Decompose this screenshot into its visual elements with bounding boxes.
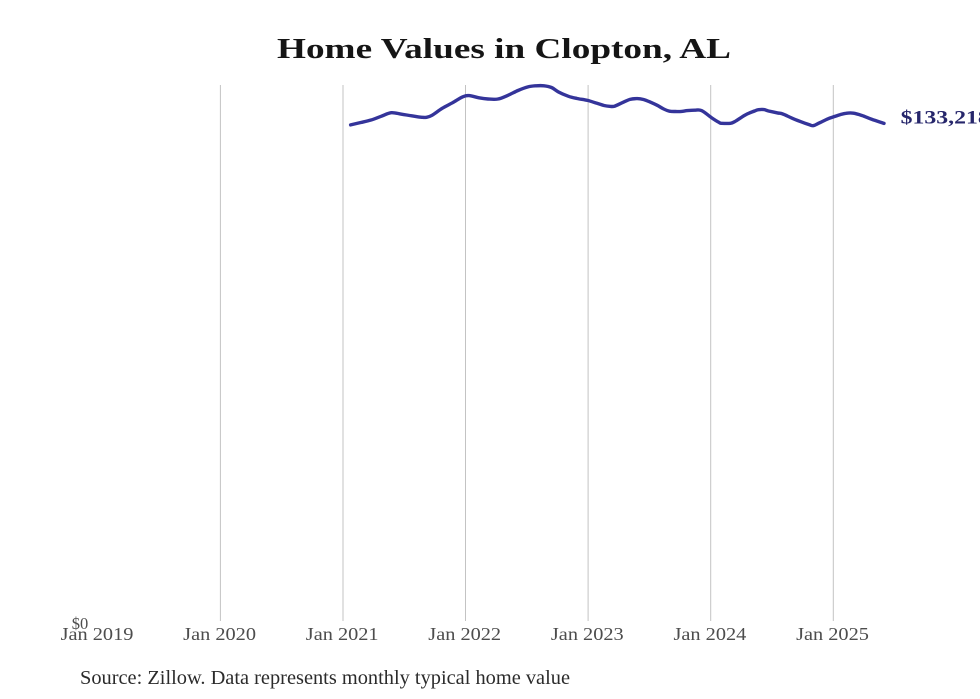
svg-text:$0: $0 xyxy=(72,614,89,633)
svg-text:Home Values in Clopton, AL: Home Values in Clopton, AL xyxy=(277,34,731,65)
svg-text:Jan 2023: Jan 2023 xyxy=(551,624,624,644)
svg-text:Jan 2025: Jan 2025 xyxy=(796,624,869,644)
svg-text:Jan 2021: Jan 2021 xyxy=(306,624,379,644)
svg-text:Jan 2019: Jan 2019 xyxy=(61,624,134,644)
svg-text:Jan 2020: Jan 2020 xyxy=(183,624,256,644)
svg-text:Jan 2022: Jan 2022 xyxy=(428,624,501,644)
svg-text:$133,218: $133,218 xyxy=(901,107,980,128)
svg-text:Source: Zillow. Data represent: Source: Zillow. Data represents monthly … xyxy=(80,667,570,689)
svg-text:Jan 2024: Jan 2024 xyxy=(674,624,747,644)
